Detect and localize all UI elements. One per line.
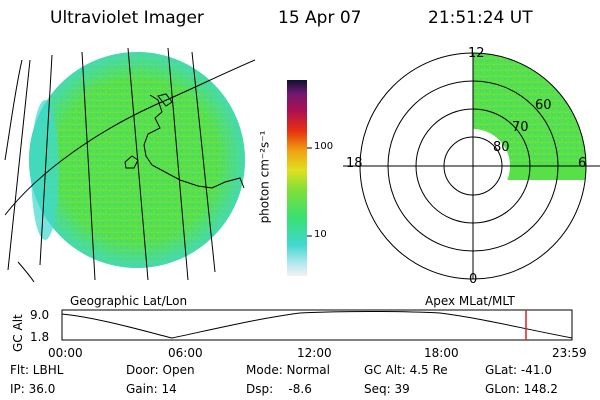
geographic-image xyxy=(4,47,256,283)
ip-info: IP: 36.0 xyxy=(10,382,56,396)
date-label: 15 Apr 07 xyxy=(278,8,362,28)
colorbar xyxy=(287,80,312,276)
glon-info: GLon: 148.2 xyxy=(485,382,558,396)
mlt-18-label: 18 xyxy=(346,156,363,171)
altitude-timeline xyxy=(61,309,573,341)
gc-alt-info: GC Alt: 4.5 Re xyxy=(364,363,448,377)
colorbar-unit-label: photon cm⁻²s⁻¹ xyxy=(257,130,272,224)
mlat-70-label: 70 xyxy=(512,120,529,135)
colorbar-tick-100: 100 xyxy=(314,141,334,152)
timeline-ytick-bottom: 1.8 xyxy=(30,330,50,344)
time-label: 21:51:24 UT xyxy=(428,8,533,28)
instrument-title: Ultraviolet Imager xyxy=(50,8,204,28)
timeline-xtick-1200: 12:00 xyxy=(297,346,332,360)
mode-info: Mode: Normal xyxy=(246,363,330,377)
timeline-xtick-2359: 23:59 xyxy=(552,346,587,360)
gain-info: Gain: 14 xyxy=(126,382,177,396)
mlt-0-label: 0 xyxy=(469,272,478,287)
timeline-xtick-1800: 18:00 xyxy=(424,346,459,360)
apex-caption: Apex MLat/MLT xyxy=(425,294,515,308)
mlt-6-label: 6 xyxy=(578,156,587,171)
colorbar-tick-10: 10 xyxy=(314,229,327,240)
mlat-60-label: 60 xyxy=(535,98,552,113)
timeline-xtick-0000: 00:00 xyxy=(48,346,83,360)
polar-plot xyxy=(343,52,600,280)
filter-info: Flt: LBHL xyxy=(10,363,64,377)
timeline-xtick-0600: 06:00 xyxy=(168,346,203,360)
mlat-80-label: 80 xyxy=(493,140,510,155)
door-info: Door: Open xyxy=(126,363,195,377)
timeline-ytick-top: 9.0 xyxy=(30,308,50,322)
geographic-caption: Geographic Lat/Lon xyxy=(70,294,188,308)
dsp-info: Dsp: -8.6 xyxy=(246,382,312,396)
seq-info: Seq: 39 xyxy=(364,382,410,396)
glat-info: GLat: -41.0 xyxy=(485,363,552,377)
mlt-12-label: 12 xyxy=(468,46,485,61)
timeline-ylabel: GC Alt xyxy=(11,314,25,352)
